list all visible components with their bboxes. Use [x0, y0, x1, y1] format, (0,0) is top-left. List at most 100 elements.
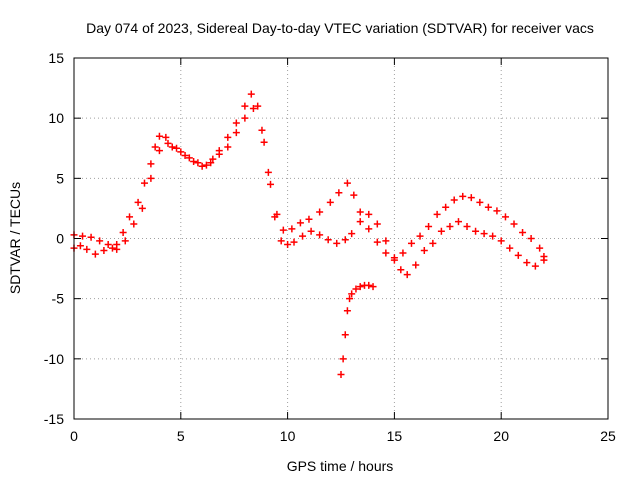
data-point [467, 194, 475, 202]
data-point [324, 236, 332, 244]
y-tick-label: 0 [56, 231, 64, 247]
data-point [290, 238, 298, 246]
data-point [279, 226, 287, 234]
data-point [209, 155, 217, 163]
data-point [260, 138, 268, 146]
data-point [104, 241, 112, 249]
data-point [348, 230, 356, 238]
data-point [497, 237, 505, 245]
x-tick-label: 25 [600, 428, 616, 444]
data-point [429, 239, 437, 247]
data-point [155, 147, 163, 155]
data-point [519, 228, 527, 236]
data-point [365, 225, 373, 233]
data-point [510, 220, 518, 228]
data-point [373, 220, 381, 228]
data-point [155, 132, 163, 140]
data-point [76, 242, 84, 250]
data-point [249, 105, 257, 113]
data-point [480, 230, 488, 238]
series-track-b [70, 105, 548, 279]
x-tick-label: 0 [70, 428, 78, 444]
data-point [296, 219, 304, 227]
y-tick-label: -15 [44, 411, 64, 427]
data-point [356, 283, 364, 291]
data-point [493, 207, 501, 215]
data-point [365, 281, 373, 289]
data-point [138, 204, 146, 212]
data-point [277, 237, 285, 245]
chart-title: Day 074 of 2023, Sidereal Day-to-day VTE… [86, 20, 594, 36]
data-point [271, 213, 279, 221]
data-point [91, 250, 99, 258]
data-point [241, 114, 249, 122]
data-point [87, 233, 95, 241]
data-point [514, 251, 522, 259]
tick-layer: 0 5 10 15 20 25 -15 -10 -5 0 5 10 15 [44, 50, 616, 444]
data-point [113, 245, 121, 253]
data-point [412, 261, 420, 269]
x-tick-label: 10 [280, 428, 296, 444]
data-point [224, 133, 232, 141]
data-point [177, 148, 185, 156]
data-point [346, 295, 354, 303]
data-point [343, 179, 351, 187]
data-point [531, 262, 539, 270]
data-point [326, 198, 334, 206]
x-axis-label: GPS time / hours [287, 458, 394, 474]
data-point [442, 203, 450, 211]
data-point [373, 238, 381, 246]
data-point [299, 232, 307, 240]
data-layer [70, 90, 548, 378]
data-point [147, 174, 155, 182]
data-point [356, 218, 364, 226]
data-point [333, 239, 341, 247]
data-point [446, 222, 454, 230]
data-point [350, 191, 358, 199]
data-point [382, 237, 390, 245]
data-point [339, 355, 347, 363]
data-point [307, 227, 315, 235]
data-point [119, 228, 127, 236]
data-point [390, 256, 398, 264]
y-axis-label: SDTVAR / TECUs [7, 182, 23, 294]
data-point [399, 249, 407, 257]
x-tick-label: 20 [493, 428, 509, 444]
data-point [198, 162, 206, 170]
data-point [316, 231, 324, 239]
data-point [337, 370, 345, 378]
data-point [151, 143, 159, 151]
data-point [126, 213, 134, 221]
y-tick-label: -10 [44, 351, 64, 367]
data-point [416, 232, 424, 240]
data-point [194, 159, 202, 167]
series-track-a [70, 90, 548, 262]
data-point [540, 256, 548, 264]
data-point [506, 244, 514, 252]
data-point [369, 283, 377, 291]
y-tick-label: 10 [48, 110, 64, 126]
data-point [207, 159, 215, 167]
data-point [100, 247, 108, 255]
data-point [437, 227, 445, 235]
data-point [420, 247, 428, 255]
data-point [382, 249, 390, 257]
data-point [397, 266, 405, 274]
data-point [232, 119, 240, 127]
data-point [241, 102, 249, 110]
data-point [247, 90, 255, 98]
data-point [527, 235, 535, 242]
data-point [83, 245, 91, 253]
data-point [121, 237, 129, 245]
data-point [536, 244, 544, 252]
data-point [459, 192, 467, 200]
data-point [202, 161, 210, 169]
data-point [365, 210, 373, 218]
data-point [96, 237, 104, 245]
data-point [407, 239, 415, 247]
data-point [181, 151, 189, 159]
data-point [454, 218, 462, 226]
data-point [134, 198, 142, 206]
